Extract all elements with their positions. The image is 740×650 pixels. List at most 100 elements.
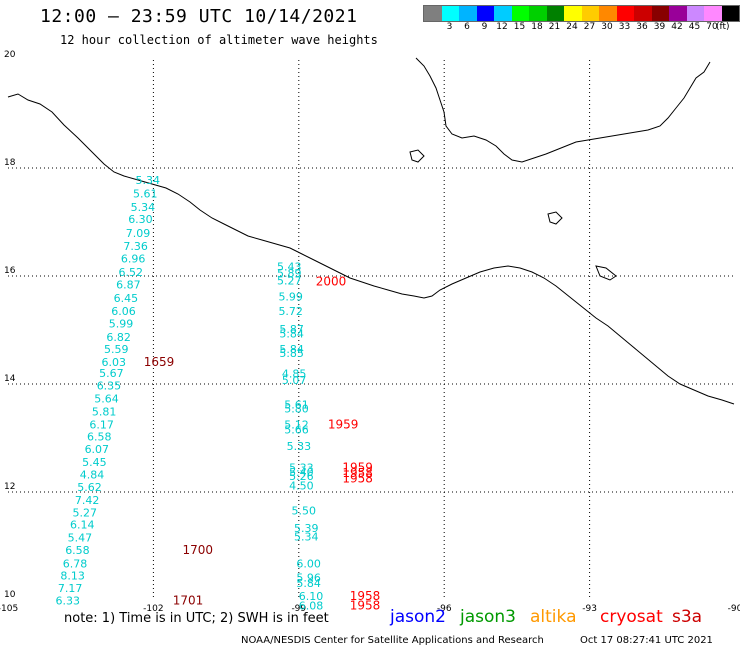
- legend-swatch: [546, 6, 564, 21]
- wave-height-label: 5.43: [277, 261, 302, 274]
- legend-label: 27: [583, 22, 596, 32]
- pass-time-label: 1959: [342, 460, 373, 474]
- legend-swatch: [476, 6, 494, 21]
- pass-time-label: 2000: [316, 275, 347, 289]
- wave-height-label: 5.61: [284, 398, 309, 411]
- wave-height-label: 5.50: [292, 505, 317, 518]
- wave-height-label: 5.47: [68, 532, 93, 545]
- wave-height-label: 6.87: [116, 278, 140, 291]
- wave-height-label: 6.08: [299, 600, 324, 613]
- wave-height-label: 5.84: [279, 328, 304, 341]
- legend-label: 45: [688, 22, 701, 32]
- legend-swatch: [581, 6, 599, 21]
- wave-height-label: 8.13: [60, 569, 85, 582]
- legend-swatch: [704, 6, 722, 21]
- pass-time-label: 1700: [182, 543, 213, 557]
- legend-swatch: [459, 6, 477, 21]
- legend-label: 36: [636, 22, 648, 32]
- wave-height-label: 5.62: [77, 481, 102, 494]
- legend-unit-label: (ft): [716, 22, 730, 32]
- page-title: 12:00 – 23:59 UTC 10/14/2021: [40, 6, 358, 27]
- legend-swatch: [721, 6, 739, 21]
- wave-height-label: 5.72: [278, 305, 303, 318]
- legend-swatch: [686, 6, 704, 21]
- legend-swatch: [564, 6, 582, 21]
- wave-height-label: 5.96: [296, 572, 321, 585]
- satellite-track-a: 5.345.615.346.307.097.366.966.526.876.45…: [55, 174, 159, 607]
- legend-label: 12: [496, 22, 508, 32]
- wave-height-label: 5.27: [277, 275, 302, 288]
- longitude-tick-label: -96: [437, 604, 452, 614]
- yucatan-coastline: [415, 57, 711, 163]
- legend-label: 3: [446, 22, 453, 32]
- wave-height-label: 4.85: [282, 368, 307, 381]
- legend-swatch: [494, 6, 512, 21]
- wave-height-color-legend: [423, 5, 740, 22]
- wave-height-label: 5.07: [282, 374, 307, 387]
- wave-height-label: 6.30: [128, 213, 153, 226]
- latitude-tick-label: 16: [4, 266, 16, 276]
- legend-label: 6: [464, 22, 470, 32]
- pass-time-label: 1701: [173, 593, 204, 607]
- latitude-tick-label: 10: [4, 590, 16, 600]
- wave-height-label: 5.81: [92, 405, 117, 418]
- wave-height-label: 5.99: [278, 290, 303, 303]
- pass-time-label: 1958: [342, 466, 373, 480]
- legend-label: 21: [548, 22, 561, 32]
- satellite-name-cryosat: cryosat: [600, 607, 663, 627]
- latitude-tick-label: 18: [4, 158, 16, 168]
- legend-label: 42: [671, 22, 683, 32]
- axis-tick-labels: -105 -102 -99 -96 -93 -90 20 18 16 14 12 10: [0, 50, 740, 614]
- legend-swatch: [634, 6, 652, 21]
- legend-label: 18: [531, 22, 543, 32]
- wave-height-label: 5.84: [296, 577, 321, 590]
- wave-height-label: 5.66: [284, 424, 309, 437]
- wave-height-label: 6.45: [114, 292, 139, 305]
- longitude-tick-label: -99: [291, 604, 306, 614]
- wave-height-label: 5.84: [279, 343, 304, 356]
- longitude-tick-label: -90: [728, 604, 740, 614]
- wave-height-label: 7.17: [58, 582, 83, 595]
- wave-height-label: 7.42: [75, 494, 100, 507]
- satellite-name-jason3: jason3: [460, 607, 516, 627]
- legend-label: 24: [566, 22, 578, 32]
- wave-height-label: 5.26: [289, 470, 314, 483]
- legend-swatch: [616, 6, 634, 21]
- wave-height-label: 6.58: [87, 431, 112, 444]
- wave-height-label: 5.87: [279, 323, 304, 336]
- latitude-tick-label: 12: [4, 482, 15, 492]
- legend-label: 15: [513, 22, 526, 32]
- longitude-tick-label: -93: [582, 604, 597, 614]
- wave-height-label: 5.27: [72, 506, 97, 519]
- pass-time-label: 1659: [144, 355, 175, 369]
- small-island-1: [409, 149, 425, 163]
- wave-height-label: 6.10: [299, 590, 324, 603]
- wave-height-label: 5.33: [289, 461, 314, 474]
- satellite-name-s3a: s3a: [672, 607, 703, 627]
- pass-time-label: 1958: [342, 471, 373, 485]
- wave-height-label: 5.45: [82, 456, 107, 469]
- wave-height-label: 4.84: [80, 469, 105, 482]
- wave-height-label: 7.36: [123, 240, 148, 253]
- page-subtitle: 12 hour collection of altimeter wave hei…: [60, 33, 378, 47]
- wave-height-label: 5.64: [94, 392, 119, 405]
- legend-swatch: [441, 6, 459, 21]
- legend-label: 9: [481, 22, 488, 32]
- satellite-track-b: 5.435.895.275.995.725.875.845.845.854.85…: [277, 261, 323, 613]
- wave-height-label: 6.82: [106, 331, 130, 344]
- wave-height-label: 6.33: [55, 594, 79, 607]
- wave-height-label: 6.00: [296, 558, 321, 571]
- wave-height-label: 5.85: [279, 347, 304, 360]
- legend-label: 33: [618, 22, 631, 32]
- longitude-tick-label: -105: [0, 604, 18, 614]
- wave-height-label: 6.03: [102, 356, 127, 369]
- wave-height-label: 5.89: [277, 267, 302, 280]
- satellite-name-altika: altika: [530, 607, 577, 627]
- generated-timestamp: Oct 17 08:27:41 UTC 2021: [580, 635, 713, 646]
- credit-line: NOAA/NESDIS Center for Satellite Applica…: [241, 635, 544, 646]
- legend-swatch: [669, 6, 687, 21]
- pass-time-label: 1958: [350, 589, 381, 603]
